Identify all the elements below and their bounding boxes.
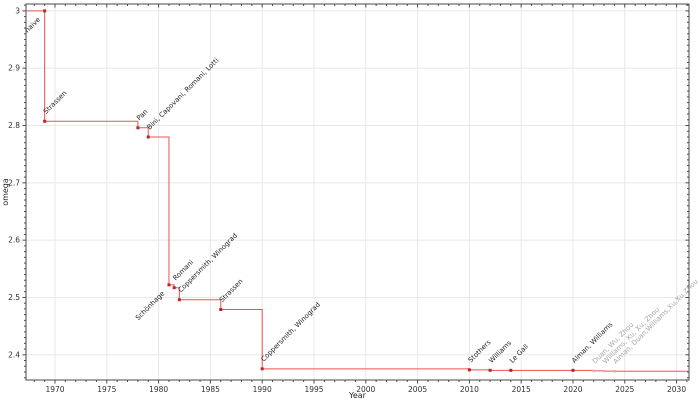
data-point-marker xyxy=(467,368,471,372)
data-point-marker xyxy=(43,9,47,13)
x-tick-label: 1975 xyxy=(97,385,116,394)
x-tick-label: 1990 xyxy=(253,385,272,394)
y-tick-label: 2.6 xyxy=(8,236,20,245)
x-tick-label: 2020 xyxy=(563,385,582,394)
data-point-label: Schönhage xyxy=(134,290,166,322)
generated-chart: 1970 1975 1980 1985 1990 1995 2000 2005 2010 2015… xyxy=(8,3,700,394)
x-tick-label: 1995 xyxy=(304,385,323,394)
data-point-marker xyxy=(172,286,176,290)
data-point-marker xyxy=(571,368,575,372)
data-point-marker xyxy=(136,126,140,130)
y-tick-label: 3 xyxy=(15,6,20,15)
data-point-marker xyxy=(488,368,492,372)
y-tick-label: 2.4 xyxy=(8,350,20,359)
x-tick-label: 1980 xyxy=(149,385,168,394)
x-tick-label: 2010 xyxy=(460,385,479,394)
y-tick-label: 2.9 xyxy=(8,64,20,73)
x-axis-label: Year xyxy=(348,391,367,400)
y-tick-label: 2.8 xyxy=(8,121,20,130)
data-point-label: Bini, Capovani, Romani, Lotti xyxy=(145,56,220,131)
x-tick-label: 2005 xyxy=(408,385,427,394)
y-tick-label: 2.7 xyxy=(8,178,20,187)
data-point-marker xyxy=(177,298,181,302)
plot-frame xyxy=(25,3,690,381)
data-point-label: Coppersmith, Winograd xyxy=(259,301,321,363)
data-point-marker xyxy=(592,369,595,373)
data-point-label: Williams, Xu, Xu, Zhou xyxy=(601,306,661,366)
data-point-marker xyxy=(167,283,171,287)
x-tick-label: 2015 xyxy=(512,385,531,394)
data-point-marker xyxy=(613,370,616,373)
data-point-marker xyxy=(146,135,150,139)
data-point-label: Strassen xyxy=(218,277,245,304)
data-point-marker xyxy=(43,119,47,123)
data-point-marker xyxy=(260,367,264,371)
series-line xyxy=(26,10,689,372)
y-axis-label: omega xyxy=(1,178,10,206)
x-tick-label: 2025 xyxy=(615,385,634,394)
x-tick-label: 1985 xyxy=(201,385,220,394)
data-point-marker xyxy=(219,308,223,311)
data-point-label: Pan xyxy=(135,108,149,122)
y-tick-label: 2.5 xyxy=(8,293,20,302)
x-tick-label: 1970 xyxy=(45,385,64,394)
x-tick-label: 2030 xyxy=(667,385,686,394)
x-tick-label: 2000 xyxy=(356,385,375,394)
data-point-marker xyxy=(602,369,606,373)
data-point-marker xyxy=(509,368,513,372)
